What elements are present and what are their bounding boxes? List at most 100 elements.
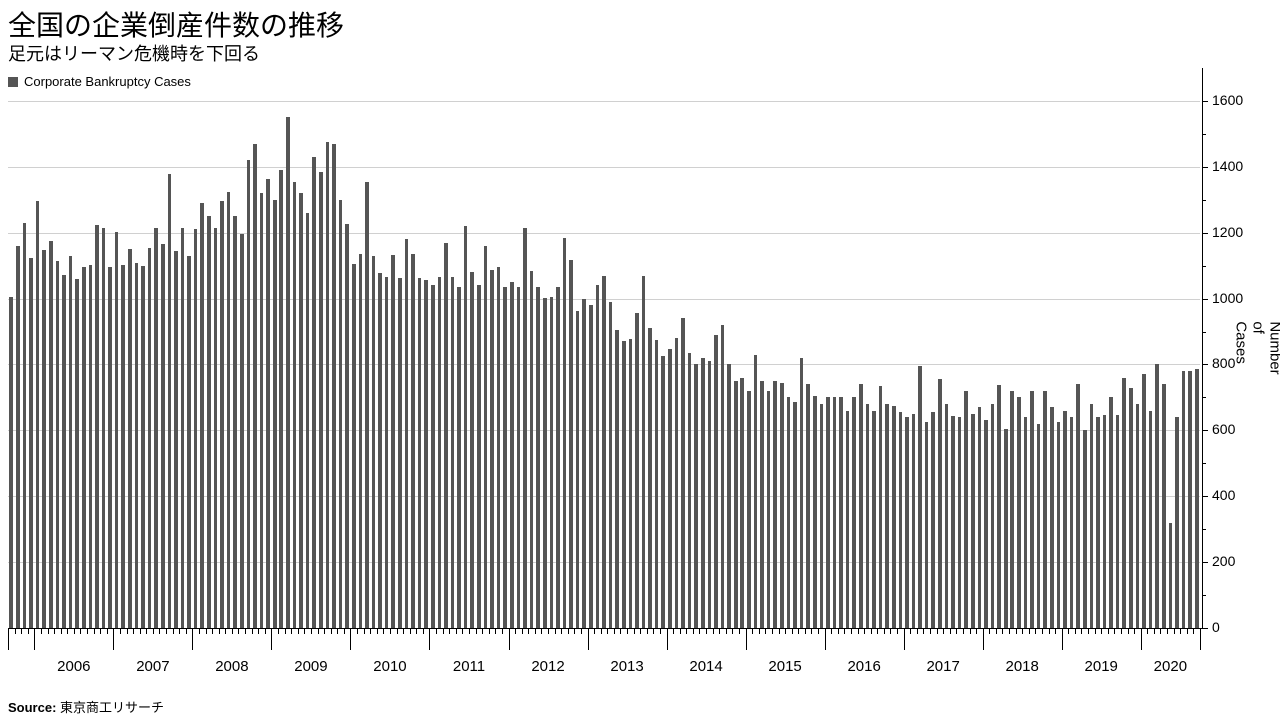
bar <box>214 228 218 628</box>
bar <box>543 298 547 628</box>
bar <box>1162 384 1166 628</box>
bar <box>1010 391 1014 628</box>
bar <box>945 404 949 628</box>
x-tick-label: 2017 <box>926 658 959 675</box>
bar <box>1175 417 1179 628</box>
bar <box>727 364 731 628</box>
bar <box>971 414 975 628</box>
bar <box>503 287 507 628</box>
bar <box>964 391 968 628</box>
bar <box>997 385 1001 628</box>
x-tick-label: 2009 <box>294 658 327 675</box>
bar <box>187 256 191 628</box>
x-tick-label: 2014 <box>689 658 722 675</box>
bar <box>846 411 850 628</box>
x-tick-label: 2010 <box>373 658 406 675</box>
bar <box>1083 430 1087 628</box>
chart-title: 全国の企業倒産件数の推移 <box>8 4 344 44</box>
bar <box>747 391 751 628</box>
bar <box>1142 374 1146 628</box>
x-tick-label: 2008 <box>215 658 248 675</box>
bar <box>1182 371 1186 628</box>
bar <box>1096 417 1100 628</box>
bar <box>1037 424 1041 628</box>
bar <box>991 404 995 628</box>
y-tick-label: 600 <box>1212 421 1235 437</box>
bar <box>800 358 804 628</box>
bar <box>332 144 336 628</box>
x-axis: 2006200720082009201020112012201320142015… <box>0 628 1280 688</box>
bar <box>372 256 376 628</box>
bar <box>286 117 290 628</box>
bar <box>773 381 777 628</box>
bar <box>912 414 916 628</box>
x-tick-label: 2013 <box>610 658 643 675</box>
bar <box>530 271 534 628</box>
bar <box>345 224 349 628</box>
bar <box>200 203 204 628</box>
bar <box>23 223 27 629</box>
bar <box>1043 391 1047 628</box>
chart-subtitle: 足元はリーマン危機時を下回る <box>8 40 260 66</box>
bar <box>378 273 382 628</box>
bar <box>253 144 257 628</box>
x-tick-label: 2007 <box>136 658 169 675</box>
bar <box>517 287 521 628</box>
bar <box>484 246 488 628</box>
x-tick-label: 2020 <box>1154 658 1187 675</box>
bar <box>1129 388 1133 628</box>
bar <box>62 275 66 628</box>
bar <box>352 264 356 628</box>
bar <box>833 397 837 628</box>
bar <box>115 232 119 628</box>
bar <box>523 228 527 628</box>
bar <box>141 266 145 628</box>
bar <box>121 265 125 628</box>
bar <box>721 325 725 628</box>
bar <box>767 391 771 628</box>
bar <box>326 142 330 628</box>
bar <box>609 302 613 628</box>
bar <box>688 353 692 628</box>
bar <box>787 397 791 628</box>
bar <box>438 277 442 628</box>
bar <box>233 216 237 628</box>
bar <box>451 277 455 628</box>
bar <box>793 402 797 628</box>
bar <box>866 404 870 628</box>
bar <box>95 225 99 628</box>
bar <box>490 270 494 628</box>
bar <box>582 299 586 628</box>
bar <box>984 420 988 628</box>
bar <box>411 254 415 628</box>
bar <box>1188 371 1192 628</box>
bar <box>839 397 843 628</box>
bar <box>1017 397 1021 628</box>
bar <box>207 216 211 628</box>
y-tick-label: 1000 <box>1212 290 1243 306</box>
bar <box>9 297 13 628</box>
bar <box>899 412 903 628</box>
bar <box>444 243 448 628</box>
bar <box>536 287 540 628</box>
bar <box>806 384 810 628</box>
bar <box>813 396 817 628</box>
y-axis-label: Number of Cases <box>1233 321 1280 374</box>
bar <box>1169 523 1173 628</box>
bar <box>925 422 929 628</box>
gridline <box>8 233 1200 234</box>
bar <box>1116 415 1120 628</box>
bar <box>589 305 593 628</box>
bar <box>293 182 297 628</box>
bar <box>596 285 600 628</box>
bar <box>852 397 856 628</box>
plot-area <box>8 68 1200 628</box>
y-tick-label: 400 <box>1212 487 1235 503</box>
x-tick-label: 2012 <box>531 658 564 675</box>
bar <box>424 280 428 628</box>
bar <box>1103 415 1107 628</box>
x-tick-label: 2019 <box>1085 658 1118 675</box>
bar <box>1030 391 1034 628</box>
bar <box>312 157 316 628</box>
bar <box>181 228 185 628</box>
